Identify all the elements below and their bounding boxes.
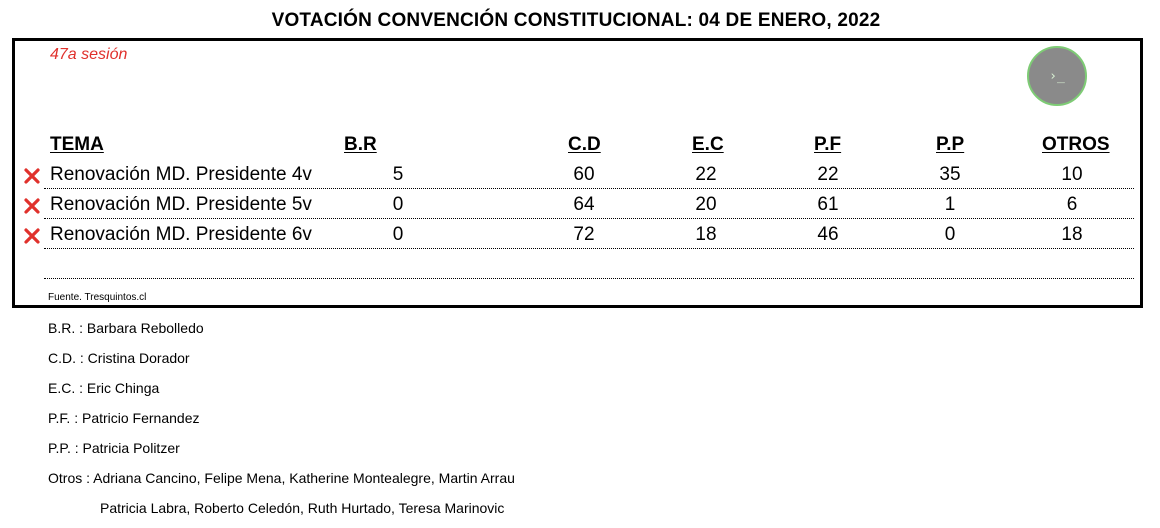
row-1-pp: 35 [939,164,961,185]
header-ec: E.C [692,134,724,155]
row-divider [44,218,1134,219]
row-1-br: 5 [392,164,404,185]
header-otros: OTROS [1042,134,1110,155]
row-2-pp: 1 [944,194,956,215]
row-1-cd: 60 [573,164,595,185]
table-bottom-rule [44,278,1134,279]
row-3-cd: 72 [573,224,595,245]
row-1-pf: 22 [817,164,839,185]
legend-cd: C.D. : Cristina Dorador [48,350,190,366]
row-3-br: 0 [392,224,404,245]
row-2-pf: 61 [817,194,839,215]
row-1-otros: 10 [1061,164,1083,185]
header-tema: TEMA [50,134,104,155]
legend-pp: P.P. : Patricia Politzer [48,440,180,456]
results-panel [12,38,1143,308]
page-title: VOTACIÓN CONVENCIÓN CONSTITUCIONAL: 04 D… [271,10,881,31]
session-label: 47a sesión [50,46,128,63]
reject-x-icon [24,168,40,184]
legend-ec: E.C. : Eric Chinga [48,380,160,396]
legend-otros-continued: Patricia Labra, Roberto Celedón, Ruth Hu… [100,500,505,516]
terminal-icon: ›_ [1049,68,1065,84]
row-3-ec: 18 [695,224,717,245]
row-3-tema: Renovación MD. Presidente 6v [50,224,312,245]
legend-pf: P.F. : Patricio Fernandez [48,410,200,426]
legend-otros: Otros : Adriana Cancino, Felipe Mena, Ka… [48,470,515,486]
row-3-otros: 18 [1061,224,1083,245]
row-2-ec: 20 [695,194,717,215]
row-2-cd: 64 [573,194,595,215]
row-1-tema: Renovación MD. Presidente 4v [50,164,312,185]
reject-x-icon [24,228,40,244]
header-pf: P.F [814,134,842,155]
row-2-otros: 6 [1066,194,1078,215]
row-divider [44,188,1134,189]
header-pp: P.P [936,134,965,155]
header-br: B.R [344,134,377,155]
row-2-br: 0 [392,194,404,215]
row-1-ec: 22 [695,164,717,185]
source-note: Fuente. Tresquintos.cl [48,292,147,303]
row-3-pp: 0 [944,224,956,245]
terminal-button[interactable]: ›_ [1027,46,1087,106]
row-2-tema: Renovación MD. Presidente 5v [50,194,312,215]
row-3-pf: 46 [817,224,839,245]
header-cd: C.D [568,134,601,155]
reject-x-icon [24,198,40,214]
legend-br: B.R. : Barbara Rebolledo [48,320,204,336]
row-divider [44,248,1134,249]
